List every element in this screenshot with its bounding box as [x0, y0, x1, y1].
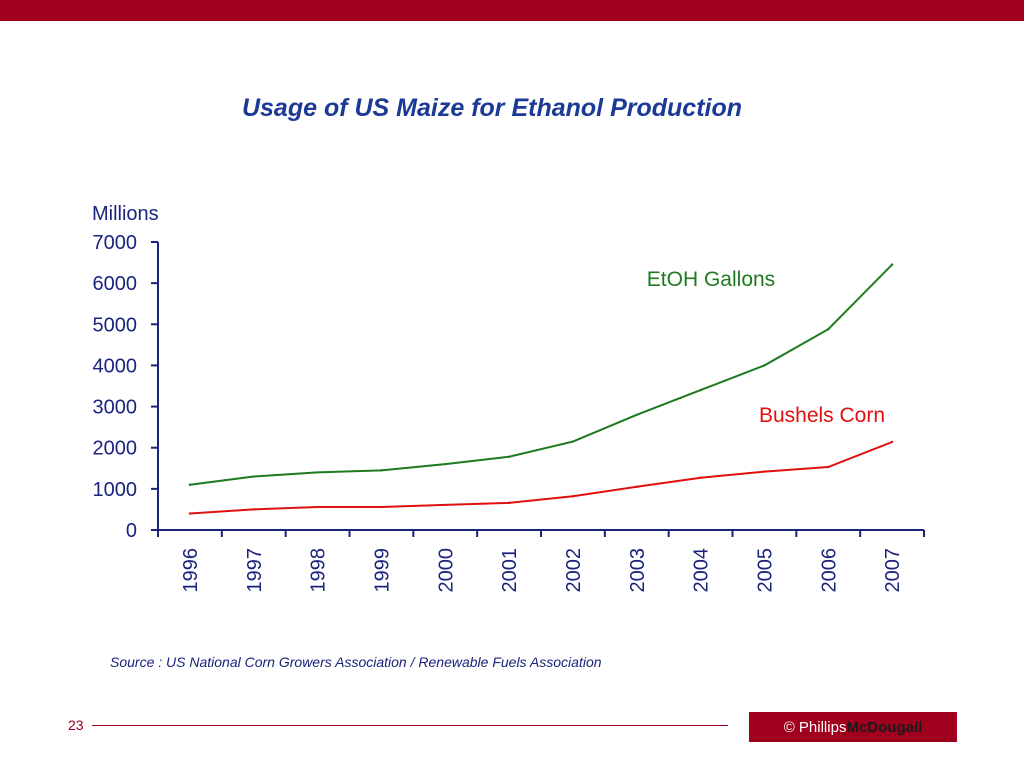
data-point: [763, 364, 766, 367]
x-tick-label: 2007: [882, 548, 904, 593]
slide-title: Usage of US Maize for Ethanol Production: [241, 94, 743, 122]
x-tick-label: 2000: [435, 548, 457, 593]
x-tick-label: 2003: [627, 548, 649, 593]
data-point: [507, 455, 511, 458]
data-point: [252, 508, 255, 511]
x-tick-label: 2005: [754, 548, 776, 593]
data-point: [827, 465, 830, 469]
y-tick-label: 6000: [93, 273, 138, 295]
data-point: [635, 485, 638, 488]
y-tick-label: 1000: [93, 479, 138, 501]
data-point: [827, 328, 830, 331]
x-tick-label: 2006: [818, 548, 840, 593]
data-point: [316, 471, 319, 474]
y-axis-title: Millions: [92, 203, 159, 225]
data-point: [890, 263, 894, 266]
data-point: [444, 503, 447, 507]
data-point: [380, 505, 383, 509]
data-point: [571, 440, 575, 443]
axes-layer: [151, 241, 925, 537]
series-line-etoh-gallons: [189, 263, 893, 486]
data-point: [763, 470, 766, 473]
data-point: [316, 505, 319, 509]
y-tick-label: 4000: [93, 355, 138, 377]
data-point: [890, 440, 894, 444]
y-tick-label: 5000: [93, 314, 138, 336]
y-tick-label: 7000: [93, 232, 138, 254]
x-tick-label: 2001: [499, 548, 521, 593]
labels-layer: 0 1000 2000 3000 4000 5000 6000 7000 Millions 199…: [92, 203, 904, 593]
ethanol-line-chart: 0 1000 2000 3000 4000 5000 6000 7000 Millions 199…: [92, 203, 925, 593]
page-number: 23: [68, 717, 84, 733]
y-tick-label: 2000: [93, 438, 138, 460]
x-tick-label: 2004: [691, 548, 713, 593]
top-accent-bar: [0, 0, 1024, 21]
source-note: Source : US National Corn Growers Associ…: [110, 654, 602, 670]
series-layer: [188, 263, 894, 515]
data-point: [444, 462, 447, 466]
x-tick-label: 1999: [371, 548, 393, 593]
data-point: [699, 388, 702, 392]
y-tick-label: 3000: [93, 397, 138, 419]
data-point: [635, 413, 638, 416]
logo-mcdougall: McDougall: [846, 718, 923, 736]
company-logo: © Phillips McDougall: [749, 712, 957, 742]
x-tick-label: 1998: [308, 548, 330, 593]
data-point: [507, 501, 511, 505]
x-tick-label: 1996: [180, 548, 202, 593]
x-tick-label: 2002: [563, 548, 585, 593]
data-point: [380, 469, 383, 472]
series-line-bushels-corn: [189, 441, 893, 515]
series-label: EtOH Gallons: [647, 268, 775, 291]
logo-phillips: Phillips: [798, 718, 847, 736]
x-tick-label: 1997: [244, 548, 266, 593]
data-point: [252, 475, 255, 478]
data-point: [188, 483, 192, 486]
data-point: [571, 495, 575, 498]
data-point: [188, 512, 192, 515]
data-point: [699, 476, 702, 479]
logo-copyright: ©: [783, 718, 795, 736]
y-tick-label: 0: [126, 520, 137, 542]
series-label: Bushels Corn: [759, 404, 885, 427]
footer-rule: [92, 725, 728, 726]
